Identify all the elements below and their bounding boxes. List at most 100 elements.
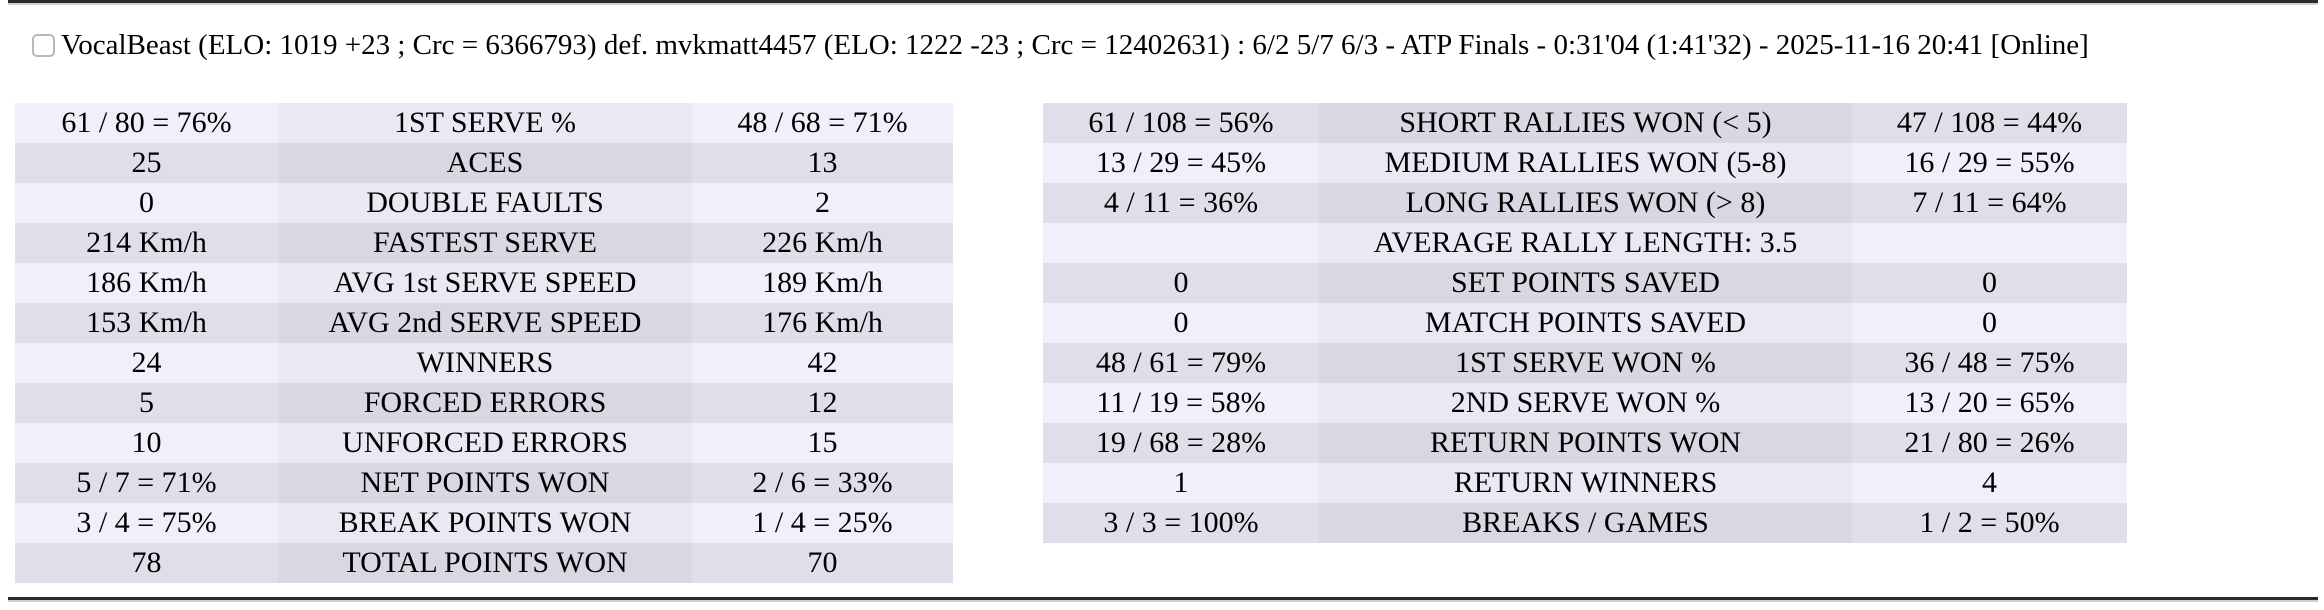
player2-value: 36 / 48 = 75% — [1852, 343, 2127, 383]
stats-row: 186 Km/h AVG 1st SERVE SPEED 189 Km/h — [15, 263, 953, 303]
stats-row: 3 / 3 = 100% BREAKS / GAMES 1 / 2 = 50% — [1043, 503, 2127, 543]
player1-value: 5 / 7 = 71% — [15, 463, 278, 503]
player2-value: 48 / 68 = 71% — [692, 103, 953, 143]
rally-stats-table: 61 / 108 = 56% SHORT RALLIES WON (< 5) 47 … — [1043, 103, 2127, 543]
stats-row: 0 MATCH POINTS SAVED 0 — [1043, 303, 2127, 343]
player2-value: 42 — [692, 343, 953, 383]
player2-value: 189 Km/h — [692, 263, 953, 303]
player2-value: 1 / 2 = 50% — [1852, 503, 2127, 543]
stats-row: 0 DOUBLE FAULTS 2 — [15, 183, 953, 223]
stat-label: BREAK POINTS WON — [278, 503, 692, 543]
stats-row: 13 / 29 = 45% MEDIUM RALLIES WON (5-8) 16 … — [1043, 143, 2127, 183]
stats-row: 1 RETURN WINNERS 4 — [1043, 463, 2127, 503]
stat-label: LONG RALLIES WON (> 8) — [1319, 183, 1852, 223]
stat-label: NET POINTS WON — [278, 463, 692, 503]
player1-value: 78 — [15, 543, 278, 583]
player2-value: 2 / 6 = 33% — [692, 463, 953, 503]
player2-value: 0 — [1852, 303, 2127, 343]
player2-value: 21 / 80 = 26% — [1852, 423, 2127, 463]
player2-value: 4 — [1852, 463, 2127, 503]
match-select-checkbox[interactable] — [32, 33, 55, 57]
player2-value: 1 / 4 = 25% — [692, 503, 953, 543]
stats-row: 61 / 80 = 76% 1ST SERVE % 48 / 68 = 71% — [15, 103, 953, 143]
player2-value: 47 / 108 = 44% — [1852, 103, 2127, 143]
player2-value: 176 Km/h — [692, 303, 953, 343]
stats-row: 24 WINNERS 42 — [15, 343, 953, 383]
stats-row: 0 SET POINTS SAVED 0 — [1043, 263, 2127, 303]
stats-row: 153 Km/h AVG 2nd SERVE SPEED 176 Km/h — [15, 303, 953, 343]
stats-row: 10 UNFORCED ERRORS 15 — [15, 423, 953, 463]
stat-label: MATCH POINTS SAVED — [1319, 303, 1852, 343]
stats-row: 5 FORCED ERRORS 12 — [15, 383, 953, 423]
stat-label: 2ND SERVE WON % — [1319, 383, 1852, 423]
player2-value: 16 / 29 = 55% — [1852, 143, 2127, 183]
stats-row: 11 / 19 = 58% 2ND SERVE WON % 13 / 20 = 65… — [1043, 383, 2127, 423]
stat-label: RETURN POINTS WON — [1319, 423, 1852, 463]
stats-row: 214 Km/h FASTEST SERVE 226 Km/h — [15, 223, 953, 263]
stat-label: SHORT RALLIES WON (< 5) — [1319, 103, 1852, 143]
stats-row: 19 / 68 = 28% RETURN POINTS WON 21 / 80 = … — [1043, 423, 2127, 463]
stats-row: 78 TOTAL POINTS WON 70 — [15, 543, 953, 583]
stats-row: 4 / 11 = 36% LONG RALLIES WON (> 8) 7 / 11… — [1043, 183, 2127, 223]
player1-value: 0 — [1043, 263, 1319, 303]
player2-value: 2 — [692, 183, 953, 223]
stat-label: TOTAL POINTS WON — [278, 543, 692, 583]
player1-value — [1043, 223, 1319, 263]
stat-label: MEDIUM RALLIES WON (5-8) — [1319, 143, 1852, 183]
player1-value: 153 Km/h — [15, 303, 278, 343]
player2-value: 226 Km/h — [692, 223, 953, 263]
stat-label: 1ST SERVE % — [278, 103, 692, 143]
rally-stats-body: 61 / 108 = 56% SHORT RALLIES WON (< 5) 47 … — [1043, 103, 2127, 543]
match-summary-text: VocalBeast (ELO: 1019 +23 ; Crc = 636679… — [61, 28, 2089, 61]
stat-label: FORCED ERRORS — [278, 383, 692, 423]
player1-value: 5 — [15, 383, 278, 423]
stat-label: FASTEST SERVE — [278, 223, 692, 263]
player1-value: 11 / 19 = 58% — [1043, 383, 1319, 423]
player1-value: 0 — [15, 183, 278, 223]
stat-label: BREAKS / GAMES — [1319, 503, 1852, 543]
player1-value: 24 — [15, 343, 278, 383]
stats-row: 5 / 7 = 71% NET POINTS WON 2 / 6 = 33% — [15, 463, 953, 503]
player1-value: 61 / 80 = 76% — [15, 103, 278, 143]
player2-value: 7 / 11 = 64% — [1852, 183, 2127, 223]
bottom-divider — [8, 597, 2318, 602]
stats-row: 25 ACES 13 — [15, 143, 953, 183]
player1-value: 4 / 11 = 36% — [1043, 183, 1319, 223]
stats-row: 3 / 4 = 75% BREAK POINTS WON 1 / 4 = 25% — [15, 503, 953, 543]
player2-value: 12 — [692, 383, 953, 423]
stat-label: WINNERS — [278, 343, 692, 383]
serve-stats-body: 61 / 80 = 76% 1ST SERVE % 48 / 68 = 71% 25 A… — [15, 103, 953, 583]
stat-label: 1ST SERVE WON % — [1319, 343, 1852, 383]
stats-row: AVERAGE RALLY LENGTH: 3.5 — [1043, 223, 2127, 263]
stat-label: AVG 1st SERVE SPEED — [278, 263, 692, 303]
stat-label: SET POINTS SAVED — [1319, 263, 1852, 303]
stat-label: AVG 2nd SERVE SPEED — [278, 303, 692, 343]
player2-value: 15 — [692, 423, 953, 463]
player2-value: 13 / 20 = 65% — [1852, 383, 2127, 423]
player1-value: 3 / 4 = 75% — [15, 503, 278, 543]
player1-value: 61 / 108 = 56% — [1043, 103, 1319, 143]
player1-value: 3 / 3 = 100% — [1043, 503, 1319, 543]
player1-value: 214 Km/h — [15, 223, 278, 263]
player1-value: 0 — [1043, 303, 1319, 343]
stat-label: AVERAGE RALLY LENGTH: 3.5 — [1319, 223, 1852, 263]
player1-value: 25 — [15, 143, 278, 183]
stat-label: UNFORCED ERRORS — [278, 423, 692, 463]
stats-row: 61 / 108 = 56% SHORT RALLIES WON (< 5) 47 … — [1043, 103, 2127, 143]
player1-value: 48 / 61 = 79% — [1043, 343, 1319, 383]
stat-label: RETURN WINNERS — [1319, 463, 1852, 503]
player1-value: 19 / 68 = 28% — [1043, 423, 1319, 463]
player2-value — [1852, 223, 2127, 263]
stat-label: ACES — [278, 143, 692, 183]
player1-value: 13 / 29 = 45% — [1043, 143, 1319, 183]
player2-value: 70 — [692, 543, 953, 583]
player1-value: 186 Km/h — [15, 263, 278, 303]
match-header: VocalBeast (ELO: 1019 +23 ; Crc = 636679… — [32, 22, 2089, 68]
player2-value: 0 — [1852, 263, 2127, 303]
top-divider — [8, 0, 2318, 5]
player1-value: 1 — [1043, 463, 1319, 503]
stat-label: DOUBLE FAULTS — [278, 183, 692, 223]
player1-value: 10 — [15, 423, 278, 463]
serve-stats-table: 61 / 80 = 76% 1ST SERVE % 48 / 68 = 71% 25 A… — [15, 103, 953, 583]
stats-row: 48 / 61 = 79% 1ST SERVE WON % 36 / 48 = 75… — [1043, 343, 2127, 383]
